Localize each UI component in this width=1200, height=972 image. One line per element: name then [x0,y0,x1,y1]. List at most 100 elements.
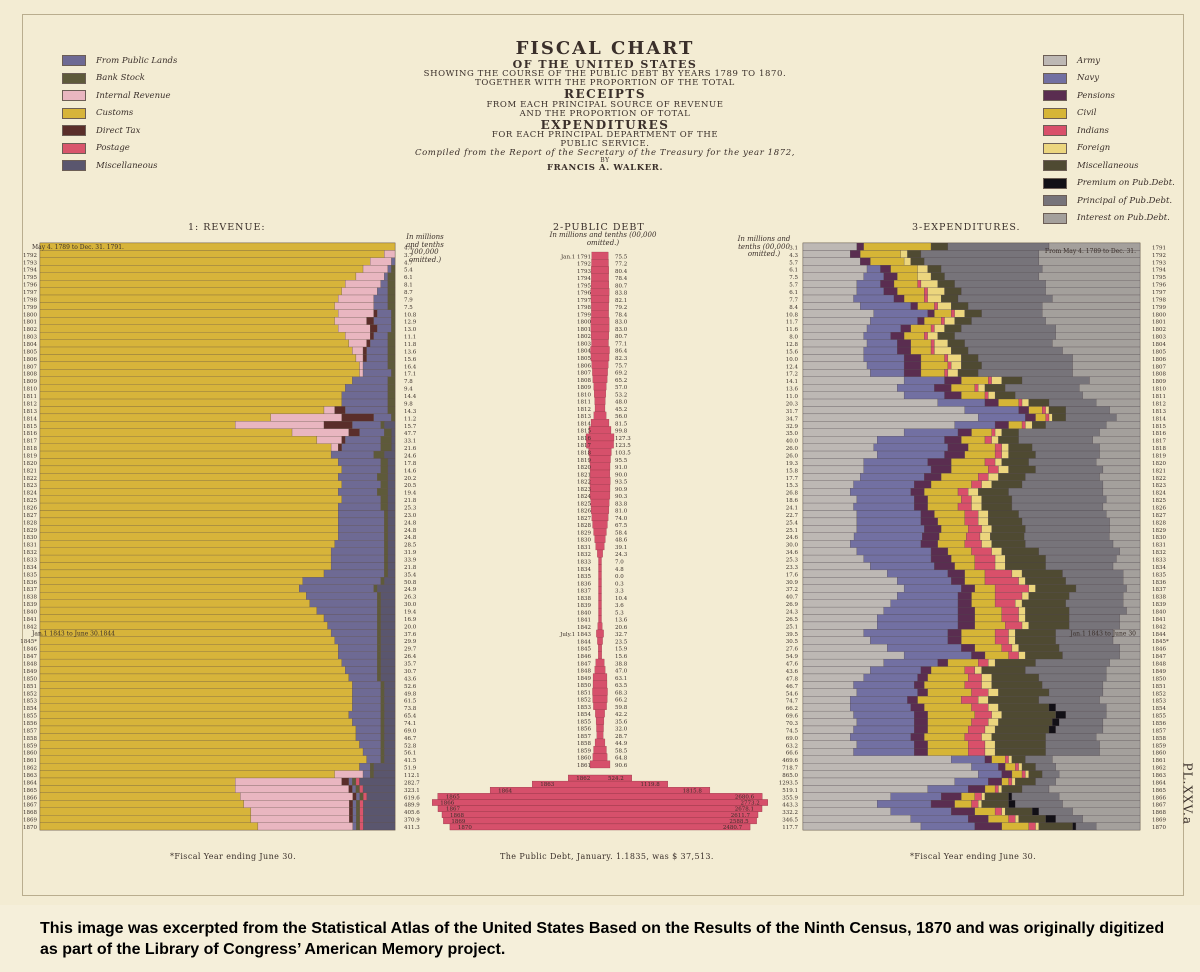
expenditure-bar-segment [802,569,888,578]
expenditure-bar-segment [964,540,982,548]
legend-label: Premium on Pub.Debt. [1077,178,1175,189]
expenditure-bar-segment [877,450,945,459]
debt-bar [589,477,611,485]
revenue-bar-segment [348,673,378,682]
revenue-year-label: 1809 [23,379,37,385]
expenditure-bar-segment [944,354,949,363]
expenditure-bar-segment [917,272,932,281]
revenue-bar-segment [380,696,385,704]
expenditure-bar-segment [978,658,989,667]
expenditure-year-label: 1866 [1152,795,1166,801]
expenditure-bar-segment [877,436,945,444]
expenditure-year-label: 1839 [1152,602,1166,608]
expenditure-bar-segment [951,755,986,764]
debt-year-label: 1796 [577,291,591,297]
debt-bar [590,331,610,340]
expenditure-bar-segment [910,324,932,333]
revenue-bar-segment [387,354,396,363]
revenue-bar-segment [373,413,392,422]
expenditure-bar-segment [910,703,925,712]
expenditure-bar-segment [802,354,864,363]
revenue-year-label: 1857 [23,728,37,734]
revenue-year-label: 1831 [23,543,37,549]
revenue-bar-segment [387,376,396,385]
expenditure-bar-segment [924,703,972,712]
expenditure-bar-segment [1008,636,1016,645]
debt-bar [598,564,602,572]
expenditure-bar-segment [941,294,959,303]
debt-bar [598,571,602,580]
revenue-bar-segment [377,599,381,608]
expenditure-year-label: 1813 [1152,409,1166,415]
revenue-bar-segment [338,510,385,519]
expenditure-bar-segment [1045,287,1141,296]
expenditure-year-label: 1862 [1152,766,1166,772]
expenditure-bar-segment [1065,406,1110,415]
expenditure-total-label: 12.4 [786,364,799,370]
expenditure-bar-segment [944,324,962,333]
revenue-year-label: 1807 [23,364,37,370]
revenue-total-label: 619.6 [404,795,420,801]
expenditure-bar-segment [1001,614,1019,623]
expenditure-bar-segment [1021,785,1050,793]
expenditure-bar-segment [860,257,871,266]
debt-bar [590,498,610,507]
expenditure-year-label: 1845* [1152,639,1169,645]
revenue-total-label: 16.9 [404,617,417,623]
revenue-bar-segment [387,265,392,273]
expenditure-bar-segment [939,532,967,541]
expenditure-bar-segment [1045,406,1050,415]
expenditure-total-label: 25.3 [786,558,799,564]
expenditure-bar-segment [860,250,901,258]
expenditure-total-label: 12.8 [786,342,799,348]
expenditure-bar-segment [981,361,1073,370]
revenue-bar-segment [39,614,325,623]
expenditure-year-label: 1859 [1152,743,1166,749]
expenditure-bar-segment [937,517,965,526]
expenditure-bar-segment [802,815,911,823]
expenditure-bar-segment [802,807,891,816]
debt-war-value-label: 2678.1 [735,807,754,813]
revenue-total-label: 19.4 [404,491,417,497]
debt-bar [589,760,611,769]
revenue-bar-segment [384,733,396,741]
revenue-bar-segment [39,480,342,489]
revenue-bar-segment [39,473,339,481]
revenue-bar-segment [39,280,346,288]
revenue-bar-segment [384,272,389,281]
debt-bar [589,469,611,478]
expenditure-bar-segment [974,822,1002,831]
expenditure-bar-segment [1021,569,1063,578]
title-expenditures: EXPENDITURES [540,117,670,132]
debt-bar [590,353,610,362]
expenditure-year-label: 1848 [1152,662,1166,668]
expenditure-bar-segment [1025,770,1029,779]
revenue-bar-segment [387,510,396,519]
revenue-bar-segment [341,391,389,400]
expenditure-bar-segment [1001,606,1019,615]
expenditure-bar-segment [974,621,1006,630]
expenditure-total-label: 63.2 [786,743,798,749]
expenditure-bar-segment [914,710,928,719]
revenue-bar-segment [39,815,252,823]
expenditure-bar-segment [934,339,949,348]
revenue-total-label: 112.1 [404,773,420,779]
expenditure-total-label: 24.6 [786,535,799,541]
expenditure-bar-segment [971,688,989,697]
debt-war-year-label: 1870 [458,825,472,831]
revenue-year-label: 1810 [23,387,37,393]
expenditure-bar-segment [802,436,878,444]
expenditure-bar-segment [883,606,959,615]
revenue-year-label: 1808 [23,372,37,378]
expenditure-bar-segment [1035,584,1077,593]
expenditure-bar-segment [1025,540,1114,548]
debt-year-label: 1812 [577,407,591,413]
debt-value-label: 86.4 [615,349,628,355]
revenue-bar-segment [377,488,389,496]
revenue-bar-segment [330,450,374,459]
expenditure-total-label: 34.7 [786,416,799,422]
revenue-year-label: 1818 [23,446,37,452]
expenditure-year-label: 1864 [1152,780,1166,786]
revenue-year-label: 1834 [23,565,37,571]
expenditure-bar-segment [903,584,962,593]
